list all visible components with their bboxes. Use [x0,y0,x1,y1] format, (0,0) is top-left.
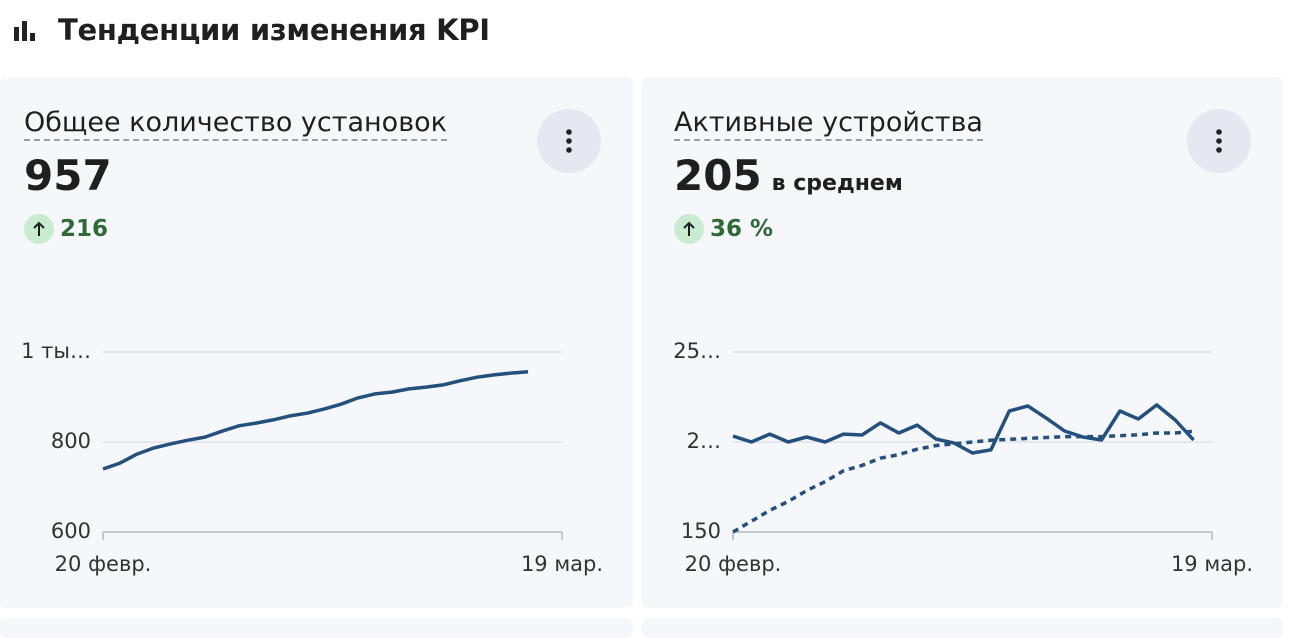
delta: 36 % [674,214,773,244]
value-suffix: в среднем [771,171,903,196]
kpi-value: 205 в среднем [674,151,903,200]
card-stub [0,618,633,638]
arrow-up [33,221,45,236]
chart: 600 800 1 ты… 20 февр. 19 мар. [21,339,603,576]
card-title[interactable]: Общее количество установок [24,107,447,141]
menu-button[interactable] [537,109,601,173]
up-badge [24,214,54,244]
value: 205 [674,151,762,200]
menu-button[interactable] [1187,109,1251,173]
y-tick-label: 600 [51,519,91,543]
delta-value: 36 % [710,216,774,242]
kpi-card: Активные устройства 205 в среднем 36 % 15… [642,77,1283,608]
chart: 150 2… 25… 20 февр. 19 мар. [673,339,1253,576]
delta: 216 [24,214,108,244]
x-tick-label: 19 мар. [521,552,603,576]
delta-value: 216 [60,216,109,242]
x-tick-label: 20 февр. [55,552,152,576]
kpi-value: 957 [24,151,112,200]
chart-icon [14,21,35,41]
y-tick-label: 800 [51,429,91,453]
y-tick-label: 1 ты… [21,339,91,363]
card-title[interactable]: Активные устройства [674,107,983,141]
header-title: Тенденции изменения KPI [58,13,490,47]
card-stub [642,618,1283,638]
y-tick-label: 25… [673,339,721,363]
y-tick-label: 2… [687,429,721,453]
y-tick-label: 150 [681,519,721,543]
x-tick-label: 20 февр. [685,552,782,576]
up-badge [674,214,704,244]
data-line [732,403,1195,455]
x-tick-label: 19 мар. [1171,552,1253,576]
data-line [102,370,529,471]
value: 957 [24,151,112,200]
header: Тенденции изменения KPI [14,10,490,50]
arrow-up [683,221,695,236]
kpi-card: Общее количество установок 957 216 600 80… [0,77,633,608]
